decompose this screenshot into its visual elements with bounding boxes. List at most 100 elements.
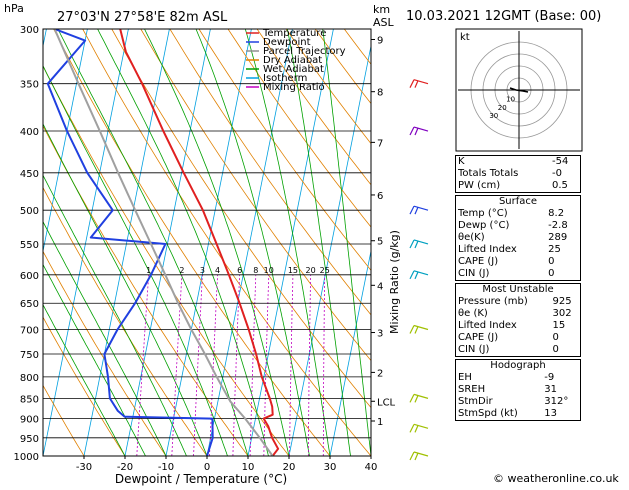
pressure-tick-label: 400 <box>20 127 39 138</box>
surface-title: Surface <box>456 196 580 208</box>
mixing-ratio-tick-label: 2 <box>179 266 184 275</box>
table-row: StmSpd (kt)13 <box>456 408 580 420</box>
row-value: 312° <box>540 396 580 408</box>
row-label: θe(K) <box>456 232 544 244</box>
pressure-tick-label: 1000 <box>14 452 39 463</box>
row-value: 925 <box>549 296 580 308</box>
asl-unit-label: ASL <box>373 16 395 29</box>
temperature-tick-label: 40 <box>365 462 378 473</box>
pressure-tick-label: 700 <box>20 326 39 337</box>
height-tick-label: 8 <box>377 88 383 99</box>
mixing-ratio-tick-label: 8 <box>253 266 258 275</box>
row-label: Dewp (°C) <box>456 220 544 232</box>
table-row: Temp (°C)8.2 <box>456 208 580 220</box>
row-label: Pressure (mb) <box>456 296 549 308</box>
pressure-tick-label: 950 <box>20 434 39 445</box>
location-title: 27°03'N 27°58'E 82m ASL <box>57 10 228 25</box>
height-tick-label: 6 <box>377 191 383 202</box>
row-label: PW (cm) <box>456 180 548 192</box>
row-value: -54 <box>548 156 580 168</box>
pressure-tick-label: 850 <box>20 394 39 405</box>
height-tick-label: LCL <box>377 397 396 408</box>
row-label: θe (K) <box>456 308 549 320</box>
mixing-ratio-tick-label: 15 <box>288 266 298 275</box>
hodograph-unit-label: kt <box>460 32 470 43</box>
pressure-tick-label: 900 <box>20 415 39 426</box>
mixing-ratio-tick-label: 25 <box>320 266 330 275</box>
row-label: K <box>456 156 548 168</box>
x-axis-label: Dewpoint / Temperature (°C) <box>115 472 287 486</box>
row-label: CAPE (J) <box>456 332 549 344</box>
row-value: -2.8 <box>544 220 580 232</box>
row-label: Lifted Index <box>456 244 544 256</box>
pressure-tick-label: 600 <box>20 271 39 282</box>
height-tick-label: 7 <box>377 138 383 149</box>
row-value: 31 <box>540 384 580 396</box>
row-value: -9 <box>540 372 580 384</box>
pressure-tick-label: 750 <box>20 350 39 361</box>
pressure-tick-label: 550 <box>20 240 39 251</box>
row-label: Temp (°C) <box>456 208 544 220</box>
height-tick-label: 2 <box>377 368 383 379</box>
table-row: θe(K)289 <box>456 232 580 244</box>
table-row: Totals Totals-0 <box>456 168 580 180</box>
height-tick-label: 1 <box>377 417 383 428</box>
row-label: SREH <box>456 384 540 396</box>
table-row: Dewp (°C)-2.8 <box>456 220 580 232</box>
row-value: -0 <box>548 168 580 180</box>
pressure-tick-label: 500 <box>20 206 39 217</box>
table-row: CIN (J)0 <box>456 344 580 356</box>
table-row: θe (K)302 <box>456 308 580 320</box>
row-value: 25 <box>544 244 580 256</box>
pressure-tick-label: 650 <box>20 299 39 310</box>
row-label: Lifted Index <box>456 320 549 332</box>
row-value: 0.5 <box>548 180 580 192</box>
row-value: 13 <box>540 408 580 420</box>
mixing-ratio-tick-label: 3 <box>200 266 205 275</box>
row-label: CAPE (J) <box>456 256 544 268</box>
pressure-tick-label: 350 <box>20 80 39 91</box>
row-label: Totals Totals <box>456 168 548 180</box>
row-value: 8.2 <box>544 208 580 220</box>
row-value: 289 <box>544 232 580 244</box>
row-value: 302 <box>549 308 580 320</box>
row-label: CIN (J) <box>456 268 544 280</box>
datetime-title: 10.03.2021 12GMT (Base: 00) <box>406 9 601 24</box>
table-row: Pressure (mb)925 <box>456 296 580 308</box>
height-tick-label: 9 <box>377 35 383 46</box>
hodograph-params-title: Hodograph <box>456 360 580 372</box>
height-tick-label: 5 <box>377 237 383 248</box>
table-row: CAPE (J)0 <box>456 332 580 344</box>
legend-entry: Mixing Ratio <box>263 82 325 93</box>
km-unit-label: km <box>373 3 390 16</box>
hodograph-ring-label: 30 <box>489 112 498 120</box>
temperature-tick-label: 30 <box>324 462 337 473</box>
table-row: EH-9 <box>456 372 580 384</box>
most-unstable-title: Most Unstable <box>456 284 580 296</box>
height-tick-label: 4 <box>377 281 383 292</box>
temperature-tick-label: -30 <box>76 462 92 473</box>
mixing-ratio-tick-label: 20 <box>306 266 316 275</box>
hodograph-ring-label: 20 <box>498 104 507 112</box>
table-row: CAPE (J)0 <box>456 256 580 268</box>
row-label: CIN (J) <box>456 344 549 356</box>
pressure-tick-label: 800 <box>20 373 39 384</box>
height-tick-label: 3 <box>377 329 383 340</box>
row-label: EH <box>456 372 540 384</box>
row-value: 0 <box>544 268 580 280</box>
pressure-tick-label: 450 <box>20 169 39 180</box>
mixing-ratio-tick-label: 4 <box>215 266 220 275</box>
row-value: 0 <box>549 332 580 344</box>
